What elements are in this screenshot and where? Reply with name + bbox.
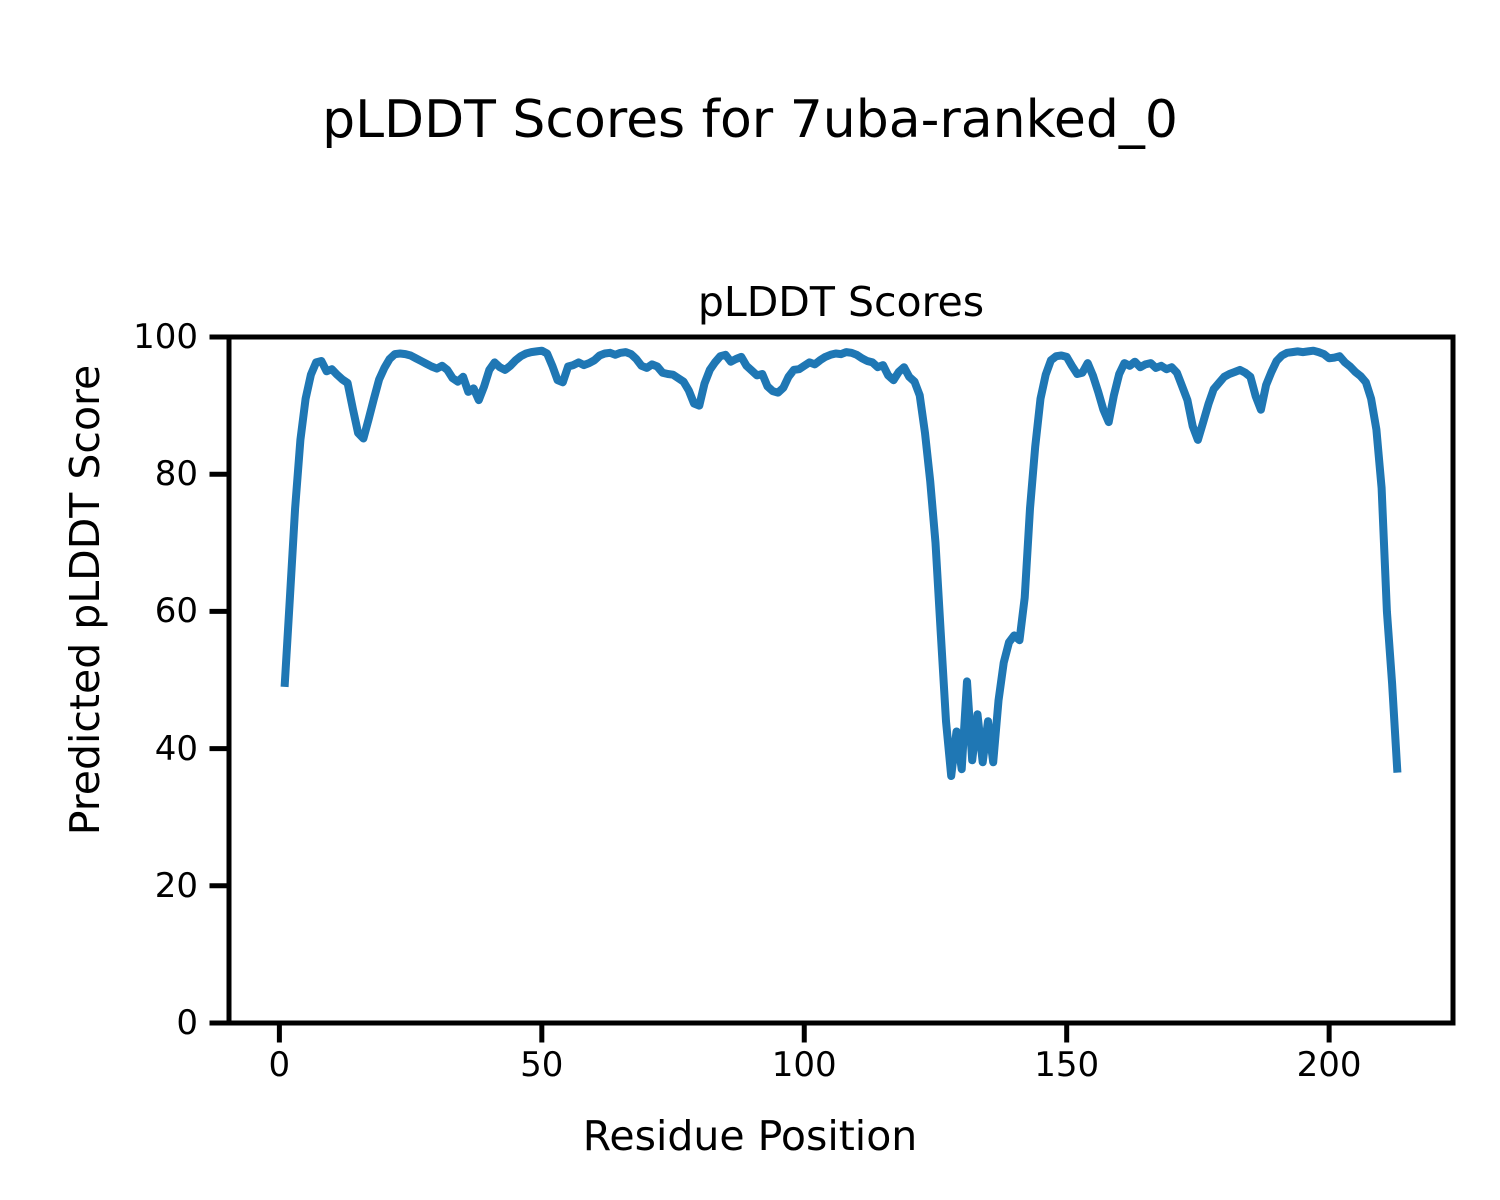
chart-title: pLDDT Scores: [697, 278, 985, 326]
y-tick-label: 40: [154, 728, 198, 769]
figure-suptitle: pLDDT Scores for 7uba-ranked_0: [322, 90, 1178, 150]
x-axis-label: Residue Position: [582, 1112, 918, 1160]
y-tick-label: 60: [154, 591, 198, 632]
x-tick-label: 100: [771, 1045, 837, 1085]
y-tick-label: 0: [176, 1003, 198, 1043]
y-tick-label: 20: [154, 865, 198, 906]
x-tick-label: 150: [1034, 1045, 1100, 1085]
y-tick-label: 100: [133, 317, 198, 357]
x-tick-label: 50: [520, 1045, 564, 1085]
y-axis-label: Predicted pLDDT Score: [61, 364, 109, 836]
x-tick-label: 0: [268, 1045, 291, 1085]
axes-spines: [226, 334, 1456, 1026]
x-tick-label: 200: [1296, 1045, 1362, 1085]
plddt-line: [280, 346, 1402, 780]
y-tick-label: 80: [154, 454, 198, 495]
